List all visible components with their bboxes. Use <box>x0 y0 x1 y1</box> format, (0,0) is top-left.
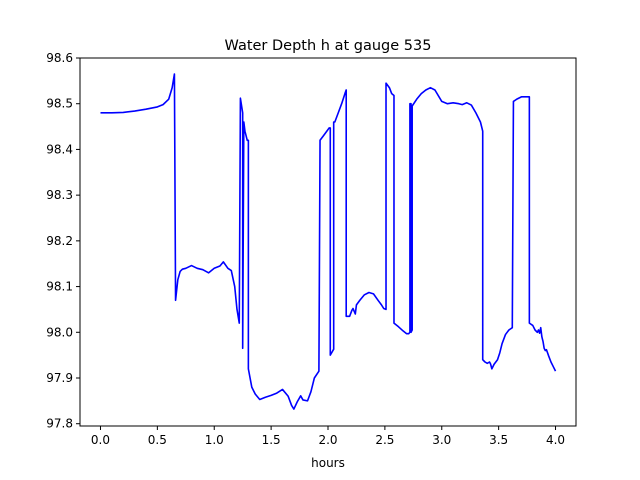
y-tick-label: 97.8 <box>46 417 73 431</box>
series-line-0 <box>100 73 557 410</box>
x-tick-label: 1.0 <box>205 433 224 447</box>
x-tick-label: 3.0 <box>432 433 451 447</box>
chart-title: Water Depth h at gauge 535 <box>225 38 432 54</box>
x-tick-label: 0.0 <box>91 433 110 447</box>
y-tick-label: 98.3 <box>46 188 73 202</box>
y-tick-label: 98.4 <box>46 142 73 156</box>
x-tick-label: 2.0 <box>318 433 337 447</box>
x-tick-label: 3.5 <box>489 433 508 447</box>
y-axis: 97.8 97.9 98.0 98.1 98.2 98.3 98.4 98.5 98.6 <box>46 51 80 431</box>
x-axis: 0.0 0.5 1.0 1.5 2.0 2.5 3.0 3.5 4.0 <box>91 426 565 447</box>
x-tick-label: 2.5 <box>375 433 394 447</box>
y-tick-label: 98.6 <box>46 51 73 65</box>
plot-area <box>100 73 557 410</box>
axes-frame <box>79 57 577 427</box>
y-tick-label: 98.2 <box>46 234 73 248</box>
x-tick-label: 4.0 <box>546 433 565 447</box>
x-tick-label: 1.5 <box>262 433 281 447</box>
x-tick-label: 0.5 <box>148 433 167 447</box>
x-axis-label: hours <box>311 456 345 470</box>
y-tick-label: 97.9 <box>46 371 73 385</box>
y-tick-label: 98.1 <box>46 280 73 294</box>
y-tick-label: 98.5 <box>46 97 73 111</box>
y-tick-label: 98.0 <box>46 325 73 339</box>
